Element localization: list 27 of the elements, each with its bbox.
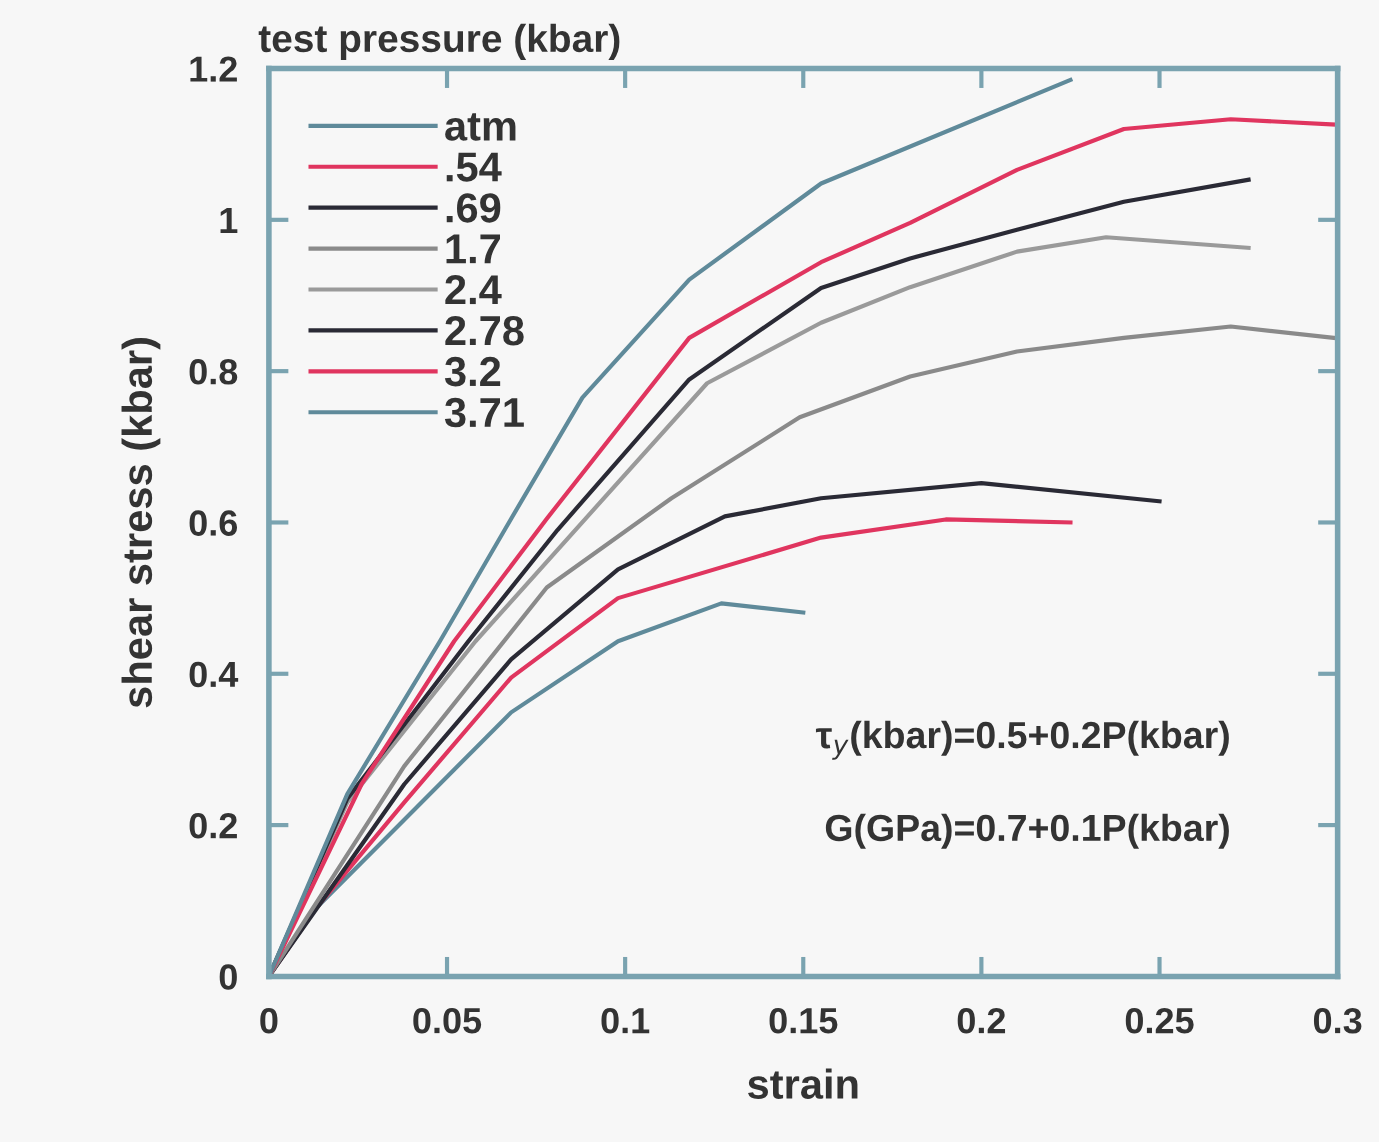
annotation: τ$_{y}$(kbar)=0.5+0.2P(kbar) <box>815 720 1229 760</box>
legend-label: .54 <box>446 152 502 182</box>
x-tick-label: 0.3 <box>1313 1007 1362 1034</box>
y-axis-title: shear stress (kbar) <box>121 338 161 708</box>
chart-title: test pressure (kbar) <box>258 23 620 60</box>
annotation: G(GPa)=0.7+0.1P(kbar) <box>825 813 1229 849</box>
legend-label: 3.2 <box>444 356 501 387</box>
legend-label: atm <box>445 113 516 141</box>
y-tick-label: 0.6 <box>189 510 238 536</box>
y-tick-label: 1 <box>220 208 238 233</box>
legend-label: 2.78 <box>445 315 524 346</box>
x-tick-label: 0.15 <box>769 1007 838 1034</box>
y-tick-label: 0.4 <box>189 661 239 688</box>
x-tick-label: 0.25 <box>1125 1007 1194 1034</box>
x-tick-label: 0.2 <box>957 1007 1006 1034</box>
legend-label: .69 <box>446 193 501 223</box>
y-tick-label: 0.2 <box>189 812 237 839</box>
x-tick-label: 0.05 <box>413 1007 482 1034</box>
x-tick-label: 0 <box>260 1007 278 1034</box>
y-tick-label: 0.8 <box>189 359 238 385</box>
legend-label: 2.4 <box>445 274 502 305</box>
x-tick-label: 0.1 <box>601 1007 650 1034</box>
x-axis-title: strain <box>748 1068 858 1100</box>
y-tick-label: 1.2 <box>190 56 237 82</box>
legend-label: 1.7 <box>446 234 500 264</box>
y-tick-label: 0 <box>219 964 237 990</box>
legend-label: 3.71 <box>444 397 524 428</box>
